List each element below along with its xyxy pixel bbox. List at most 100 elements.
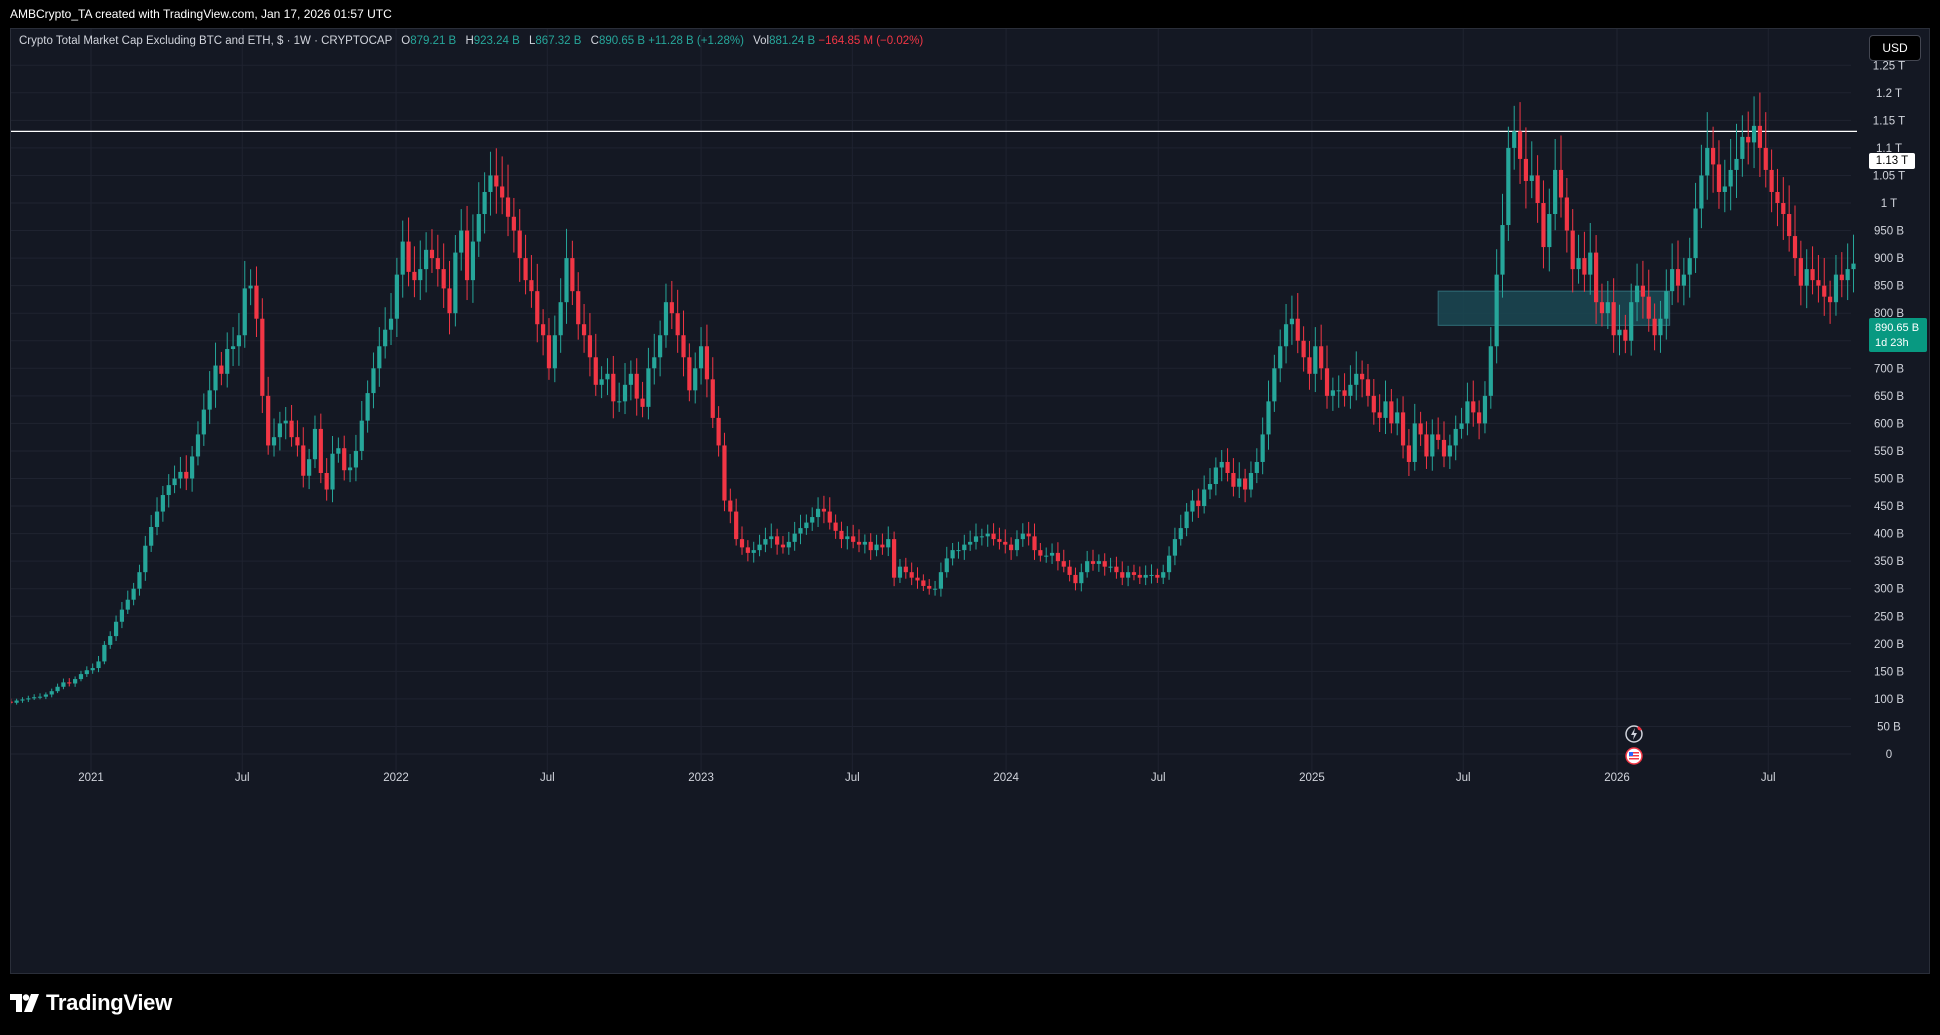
candle-body	[763, 539, 768, 545]
price-tick-label: 1.15 T	[1873, 115, 1905, 127]
candle-body	[1465, 401, 1470, 424]
chart-pane[interactable]: 0 50 B 100 B 150 B 200 B 250 B 300 B 350 B 400 B…	[10, 28, 1930, 974]
candlestick-chart[interactable]: 0 50 B 100 B 150 B 200 B 250 B 300 B 350 B 400 B…	[11, 29, 1929, 973]
time-tick-label: Jul	[1761, 772, 1776, 784]
candle-body	[236, 335, 242, 347]
price-tick-label: 650 B	[1874, 391, 1904, 403]
candle-body	[1711, 147, 1716, 165]
candle-body	[102, 644, 107, 662]
candle-body	[1278, 346, 1283, 369]
lightning-event-icon[interactable]	[1625, 725, 1643, 743]
tradingview-brand[interactable]: TradingView	[10, 990, 172, 1016]
price-tick-label: 150 B	[1874, 666, 1904, 678]
candle-body	[558, 302, 563, 336]
candle-body	[1517, 131, 1523, 159]
candle-body	[1804, 269, 1809, 286]
price-tick-label: 800 B	[1874, 308, 1904, 320]
candle-body	[1342, 390, 1347, 396]
candle-body	[1640, 285, 1646, 297]
candle-body	[43, 694, 48, 697]
candle-body	[318, 428, 323, 473]
candle-body	[1634, 285, 1640, 303]
candle-body	[605, 373, 610, 380]
candle-body	[172, 478, 177, 486]
candle-body	[201, 409, 206, 435]
candle-body	[1319, 346, 1324, 369]
candle-body	[1822, 285, 1827, 297]
price-tick-label: 50 B	[1877, 721, 1901, 733]
candle-body	[1816, 280, 1821, 286]
candle-body	[149, 526, 154, 546]
candle-body	[1307, 357, 1312, 374]
footer-bar: TradingView	[0, 974, 1940, 1035]
us-flag-event-icon[interactable]	[1625, 747, 1643, 765]
candle-body	[1734, 158, 1739, 170]
level-price-label: 1.13 T	[1869, 153, 1915, 169]
candle-body	[494, 175, 499, 187]
candle-body	[207, 390, 212, 410]
candle-body	[1120, 572, 1125, 578]
candle-body	[950, 550, 955, 559]
candle-body	[1143, 574, 1148, 578]
candle-body	[1324, 368, 1330, 396]
price-tick-label: 200 B	[1874, 639, 1904, 651]
candle-body	[1266, 401, 1271, 435]
candle-body	[622, 384, 628, 402]
candle-body	[769, 536, 774, 540]
candle-body	[441, 269, 446, 289]
candle-body	[956, 550, 961, 552]
symbol-title[interactable]: Crypto Total Market Cap Excluding BTC an…	[19, 35, 393, 47]
candle-body	[388, 318, 394, 330]
candle-body	[1693, 208, 1698, 259]
price-tick-label: 900 B	[1874, 253, 1904, 265]
candle-body	[1547, 214, 1552, 248]
candle-body	[1833, 274, 1839, 303]
candle-body	[1371, 395, 1376, 413]
candle-body	[851, 536, 856, 542]
candle-body	[289, 420, 294, 438]
candle-body	[839, 530, 844, 540]
time-tick-label: 2023	[688, 772, 714, 784]
candle-body	[833, 522, 838, 531]
demand-zone[interactable]	[1437, 290, 1671, 326]
candle-body	[1395, 412, 1400, 424]
candle-body	[32, 697, 37, 699]
candle-body	[1722, 186, 1727, 192]
candle-body	[1746, 136, 1751, 143]
candle-body	[617, 401, 622, 403]
price-tick-label: 1.1 T	[1876, 143, 1902, 155]
candle-body	[266, 395, 271, 446]
candle-body	[1360, 373, 1365, 380]
candle-body	[1757, 125, 1763, 148]
candle-body	[1354, 373, 1359, 385]
candle-body	[160, 495, 165, 512]
candle-body	[1289, 318, 1295, 325]
candle-body	[1652, 318, 1657, 336]
candle-body	[166, 485, 171, 496]
candle-body	[96, 661, 101, 669]
currency-button[interactable]: USD	[1869, 35, 1921, 61]
candle-body	[722, 445, 727, 501]
candle-body	[546, 335, 552, 369]
candle-body	[1061, 561, 1066, 567]
time-tick-label: 2025	[1299, 772, 1325, 784]
candle-body	[944, 558, 949, 573]
candle-body	[862, 541, 867, 545]
author-credit: AMBCrypto_TA created with TradingView.co…	[10, 7, 392, 21]
candle-body	[810, 517, 815, 523]
candle-body	[1207, 484, 1213, 490]
candle-body	[260, 318, 265, 396]
price-axis[interactable]: 0 50 B 100 B 150 B 200 B 250 B 300 B 350 B 400 B…	[1873, 60, 1905, 761]
candle-body	[1190, 500, 1195, 512]
candle-body	[1430, 434, 1435, 457]
candle-body	[1436, 434, 1441, 440]
candle-body	[1751, 125, 1757, 143]
candle-body	[1471, 401, 1476, 413]
candle-body	[11, 701, 13, 703]
price-tick-label: 600 B	[1874, 418, 1904, 430]
candle-body	[1400, 412, 1406, 446]
time-axis[interactable]: 2021 Jul 2022 Jul 2023 Jul 2024 Jul 2025 Jul 2026 J…	[78, 772, 1775, 784]
candle-body	[886, 539, 891, 548]
candle-body	[459, 230, 464, 253]
candle-body	[482, 191, 487, 215]
